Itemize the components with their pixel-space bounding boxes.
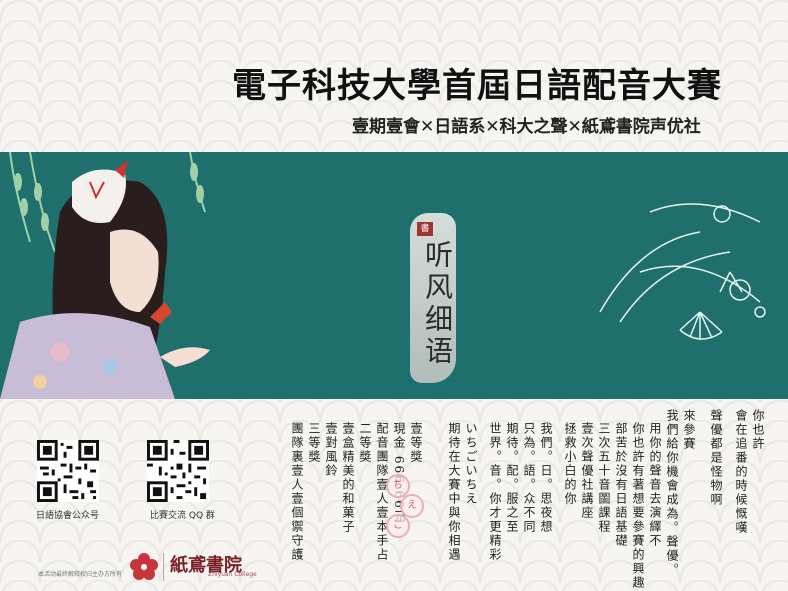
- prize-col-third: 三等獎: [307, 422, 321, 464]
- qr-caption-qq-group: 比賽交流 QQ 群: [150, 511, 215, 521]
- message-col: 三次五十音圖課程: [597, 422, 611, 534]
- message-col: 壹次聲優社講座: [580, 422, 594, 520]
- qr-code-qq-group[interactable]: [147, 440, 209, 502]
- illustration-banner: [0, 152, 788, 399]
- message-col: 期待。配。服之至: [505, 422, 519, 534]
- message-col: 會在追番的時候慨嘆: [734, 409, 748, 535]
- college-logo-subtext: Zhiyuan College: [208, 571, 257, 578]
- message-col: 用你的聲音去演繹不: [648, 422, 662, 548]
- banner-illustration: [0, 152, 766, 399]
- qr-code-image: [37, 440, 99, 502]
- prize-col-third-item: 壹對風鈴: [324, 422, 338, 478]
- seal-stamp: 書: [417, 222, 433, 236]
- title-seal-panel: [410, 213, 456, 383]
- plum-blossom-logo-icon: [130, 553, 158, 580]
- qr-code-image: [147, 440, 209, 502]
- message-col: いちごいちえ: [464, 422, 478, 506]
- message-col: 你也許有著想要參賽的興趣: [631, 422, 645, 590]
- kana-bubble: え: [400, 494, 424, 518]
- message-col: 來參賽: [682, 409, 696, 451]
- prize-col-first: 壹等獎: [409, 422, 423, 464]
- prize-col-first-item: 配音團隊壹人壹本手占: [375, 422, 389, 562]
- qr-caption-association: 日語協會公众号: [36, 511, 100, 521]
- footer-disclaimer: 本活动最终解释权归主办方所有: [38, 571, 123, 578]
- message-col: 聲優都是怪物啊: [709, 409, 723, 507]
- college-logo-text: 紙鳶書院: [170, 555, 242, 576]
- message-col: 你也許: [751, 409, 765, 451]
- message-col: 世界。音。你才更精彩: [488, 422, 502, 562]
- prize-col-team: 團隊裏壹人壹個禦守護: [290, 422, 304, 562]
- kana-bubble: こ: [386, 514, 410, 538]
- kana-bubble: ち: [386, 474, 410, 498]
- message-col: 部苦於沒有日語基礎: [614, 422, 628, 548]
- message-col: 只為。語。众不同: [522, 422, 536, 534]
- poster-subtitle: 壹期壹會✕日語系✕科大之聲✕紙鳶書院声优社: [352, 117, 701, 137]
- message-col: 期待在大賽中與你相遇: [447, 422, 461, 562]
- prize-col-second-item: 壹盒精美的和菓子: [341, 422, 355, 534]
- poster-title: 電子科技大學首屆日語配音大賽: [232, 66, 722, 106]
- message-col: 拯救小白的你: [563, 422, 577, 506]
- message-col: 我們。日。思夜想: [539, 422, 553, 534]
- message-col: 我們給你機會成為。聲優。: [665, 409, 679, 577]
- qr-code-association[interactable]: [37, 440, 99, 502]
- logo-divider: [163, 553, 164, 581]
- seal-calligraphy: 听风细语: [421, 240, 454, 368]
- prize-col-second: 二等獎: [358, 422, 372, 464]
